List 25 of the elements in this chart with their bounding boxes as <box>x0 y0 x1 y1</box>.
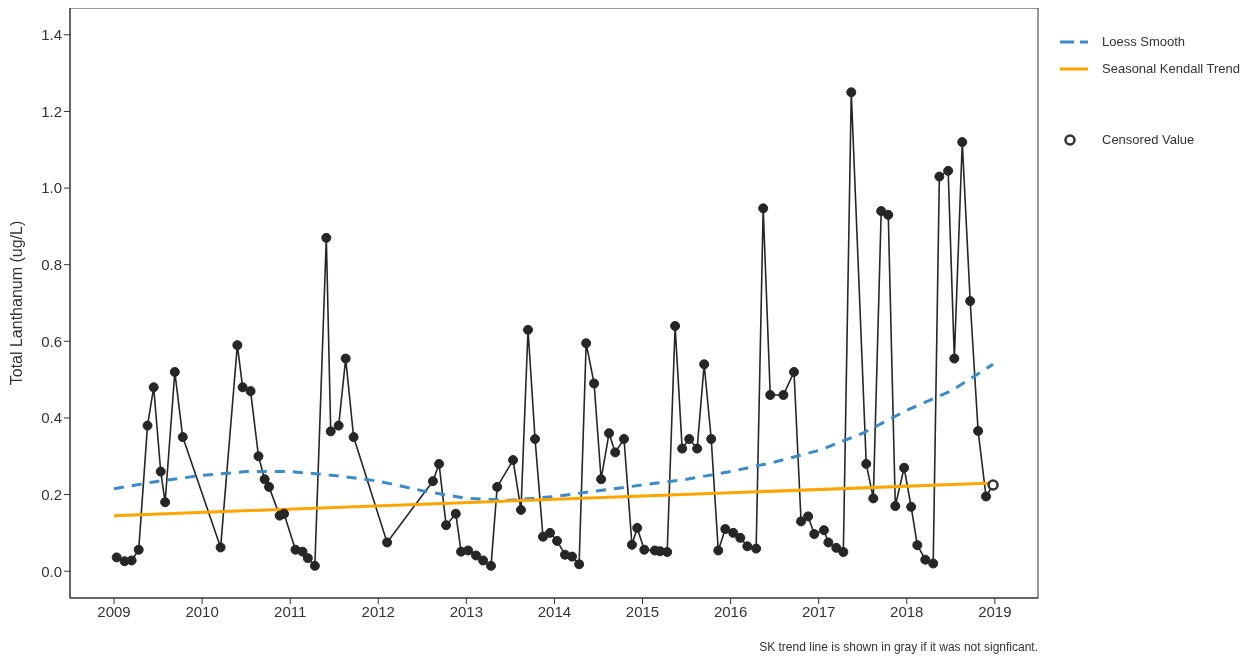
y-tick-label: 0.6 <box>41 332 62 350</box>
x-tick-label: 2016 <box>713 602 748 620</box>
x-tick-label: 2013 <box>449 602 484 620</box>
x-tick-label: 2019 <box>978 602 1012 620</box>
x-tick-label: 2015 <box>625 602 660 620</box>
y-tick-label: 0.4 <box>41 409 62 427</box>
y-tick-label: 0.8 <box>41 256 62 274</box>
legend-label: Censored Value <box>1102 132 1195 147</box>
y-tick-label: 1.4 <box>41 26 62 44</box>
x-tick-label: 2017 <box>801 602 836 620</box>
x-tick-label: 2014 <box>537 602 572 620</box>
legend-label: Seasonal Kendall Trend <box>1102 61 1241 76</box>
x-tick-label: 2012 <box>361 602 395 620</box>
y-tick-label: 1.0 <box>41 179 62 197</box>
x-tick-label: 2018 <box>890 602 924 620</box>
y-tick-label: 0.2 <box>41 485 62 503</box>
text: SK trend line is shown in gray if it was not signficant. <box>758 640 1038 654</box>
x-tick-label: 2010 <box>185 602 219 620</box>
y-tick-label: 1.2 <box>41 102 62 120</box>
line-series <box>112 362 995 502</box>
x-tick-label: 2009 <box>97 602 131 620</box>
y-tick-label: 0.0 <box>41 562 62 580</box>
x-tick-label: 2011 <box>274 602 307 620</box>
y-axis-title: Total Lanthanum (ug/L) <box>7 220 25 386</box>
legend-label: Loess Smooth <box>1102 34 1186 49</box>
